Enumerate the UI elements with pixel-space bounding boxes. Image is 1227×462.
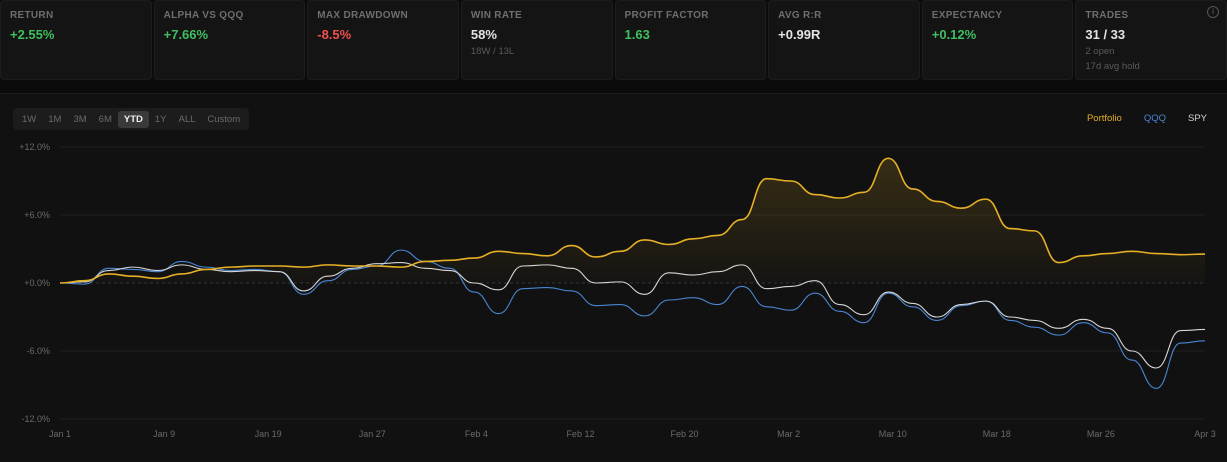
x-tick-label: Jan 27 bbox=[359, 429, 386, 439]
stat-card-profit-factor: PROFIT FACTOR 1.63 bbox=[614, 0, 767, 80]
legend-item-qqq[interactable]: QQQ bbox=[1143, 113, 1166, 124]
chart-legend: Portfolio QQQ SPY bbox=[1087, 113, 1207, 124]
x-tick-label: Jan 19 bbox=[255, 429, 282, 439]
stats-bar: RETURN +2.55% ALPHA VS QQQ +7.66% MAX DRAW… bbox=[0, 0, 1227, 82]
stat-value: -8.5% bbox=[317, 27, 352, 42]
stat-sub: 18W / 13L bbox=[470, 46, 515, 57]
x-tick-label: Jan 9 bbox=[153, 429, 175, 439]
stat-card-trades: TRADES 31 / 33 2 open 17d avg hold i bbox=[1075, 0, 1227, 80]
chart-panel: 1W 1M 3M 6M YTD 1Y ALL Custom Portfolio QQQ SPY +… bbox=[0, 93, 1227, 462]
stat-label: ALPHA VS QQQ bbox=[163, 10, 244, 21]
range-button-1m[interactable]: 1M bbox=[48, 113, 62, 125]
x-tick-label: Mar 10 bbox=[879, 429, 907, 439]
x-tick-label: Jan 1 bbox=[49, 429, 71, 439]
legend-item-spy[interactable]: SPY bbox=[1187, 113, 1207, 124]
stat-value: 58% bbox=[470, 27, 497, 42]
range-button-6m[interactable]: 6M bbox=[98, 113, 112, 125]
y-tick-label: +12.0% bbox=[19, 142, 50, 152]
range-selector: 1W 1M 3M 6M YTD 1Y ALL Custom bbox=[13, 108, 250, 130]
stat-card-expectancy: EXPECTANCY +0.12% bbox=[921, 0, 1074, 80]
stat-card-max-drawdown: MAX DRAWDOWN -8.5% bbox=[307, 0, 459, 80]
portfolio-area bbox=[60, 158, 1205, 283]
range-button-1w[interactable]: 1W bbox=[22, 113, 37, 125]
x-tick-label: Mar 2 bbox=[777, 429, 800, 439]
x-tick-label: Apr 3 bbox=[1194, 429, 1216, 439]
stat-card-return: RETURN +2.55% bbox=[0, 0, 152, 80]
range-button-custom[interactable]: Custom bbox=[207, 113, 241, 125]
y-tick-label: +0.0% bbox=[24, 278, 50, 288]
stat-value: +0.99R bbox=[778, 27, 821, 42]
stat-label: AVG R:R bbox=[778, 10, 822, 21]
series-line-spy bbox=[59, 262, 1206, 369]
stat-sub: 2 open bbox=[1085, 46, 1115, 57]
x-tick-label: Mar 26 bbox=[1087, 429, 1115, 439]
y-tick-label: -12.0% bbox=[21, 414, 50, 424]
stat-value: +7.66% bbox=[163, 27, 209, 42]
stat-label: RETURN bbox=[10, 10, 54, 21]
x-tick-label: Feb 20 bbox=[671, 429, 699, 439]
stat-card-win-rate: WIN RATE 58% 18W / 13L bbox=[460, 0, 613, 80]
stat-label: PROFIT FACTOR bbox=[624, 10, 709, 21]
x-tick-label: Feb 4 bbox=[465, 429, 488, 439]
stat-label: EXPECTANCY bbox=[931, 10, 1003, 21]
stat-label: TRADES bbox=[1085, 10, 1129, 21]
stat-label: WIN RATE bbox=[470, 10, 522, 21]
stat-sub-2: 17d avg hold bbox=[1085, 61, 1140, 72]
y-tick-label: +6.0% bbox=[24, 210, 50, 220]
range-button-ytd[interactable]: YTD bbox=[117, 110, 149, 128]
legend-item-portfolio[interactable]: Portfolio bbox=[1086, 113, 1122, 124]
info-icon[interactable]: i bbox=[1207, 6, 1219, 18]
stat-label: MAX DRAWDOWN bbox=[317, 10, 409, 21]
x-tick-label: Mar 18 bbox=[983, 429, 1011, 439]
x-tick-label: Feb 12 bbox=[566, 429, 594, 439]
stat-value: 1.63 bbox=[624, 27, 650, 42]
range-button-all[interactable]: ALL bbox=[178, 113, 196, 125]
y-tick-label: -6.0% bbox=[26, 346, 50, 356]
stat-card-alpha-vs-qqq: ALPHA VS QQQ +7.66% bbox=[153, 0, 306, 80]
series-line-portfolio bbox=[59, 157, 1206, 284]
range-button-3m[interactable]: 3M bbox=[73, 113, 87, 125]
stat-value: 31 / 33 bbox=[1085, 27, 1126, 42]
range-button-1y[interactable]: 1Y bbox=[154, 113, 167, 125]
stat-card-avg-r-r: AVG R:R +0.99R bbox=[768, 0, 920, 80]
performance-chart: +12.0% +6.0% +0.0% -6.0% -12.0% Jan 1 Jan 9 Jan… bbox=[19, 142, 1216, 439]
stat-value: +2.55% bbox=[10, 27, 55, 42]
series-line-qqq bbox=[59, 249, 1206, 389]
stat-value: +0.12% bbox=[931, 27, 977, 42]
